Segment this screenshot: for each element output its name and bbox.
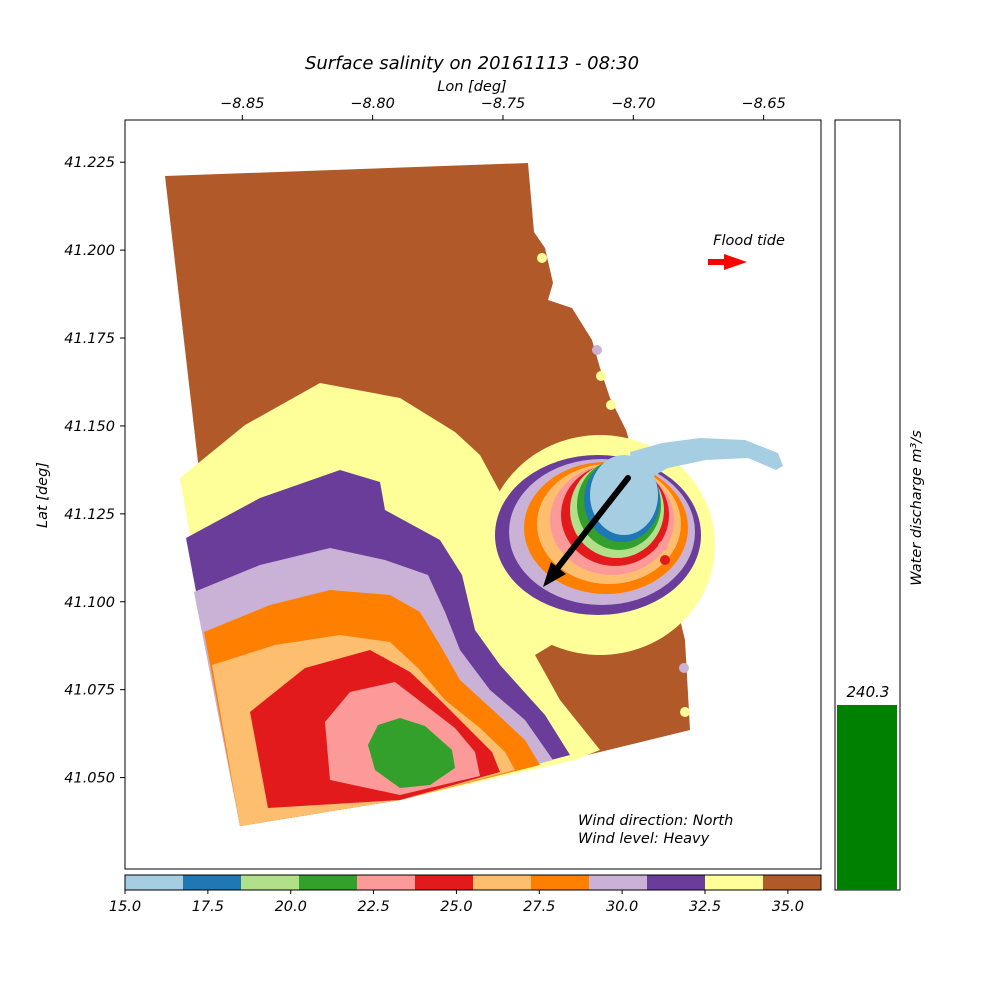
colorbar-segment <box>241 875 300 890</box>
colorbar-segment <box>125 875 184 890</box>
salinity-colorbar <box>125 875 822 890</box>
wind-level-label: Wind level: Heavy <box>578 831 710 847</box>
coast-point <box>658 541 668 551</box>
colorbar-tick-label: 30.0 <box>606 899 638 915</box>
colorbar-segment <box>299 875 358 890</box>
colorbar-segment <box>705 875 764 890</box>
coast-point <box>592 345 602 355</box>
colorbar-segment <box>589 875 648 890</box>
colorbar-segment <box>647 875 706 890</box>
x-tick-label: −8.65 <box>741 96 785 112</box>
colorbar-tick-label: 20.0 <box>275 899 307 915</box>
x-axis-label: Lon [deg] <box>437 79 506 95</box>
x-tick-label: −8.80 <box>350 96 394 112</box>
discharge-axis-label: Water discharge m³/s <box>909 430 925 586</box>
colorbar-segment <box>763 875 822 890</box>
y-tick-label: 41.100 <box>64 595 115 611</box>
colorbar-tick-label: 25.0 <box>440 899 472 915</box>
coast-point <box>537 253 547 263</box>
coast-point <box>606 400 616 410</box>
colorbar-tick-label: 27.5 <box>523 899 555 915</box>
discharge-bar <box>837 704 897 890</box>
colorbar-tick-label: 15.0 <box>109 899 141 915</box>
colorbar-segment <box>415 875 474 890</box>
coast-point <box>679 663 689 673</box>
x-tick-label: −8.75 <box>481 96 525 112</box>
x-axis-ticks: −8.85 −8.80 −8.75 −8.70 −8.65 <box>220 96 786 120</box>
y-tick-label: 41.150 <box>64 419 115 435</box>
y-axis-ticks: 41.225 41.200 41.175 41.150 41.125 41.100 41.0… <box>64 155 125 787</box>
colorbar-segment <box>183 875 242 890</box>
y-axis-label: Lat [deg] <box>35 462 51 528</box>
tide-arrow <box>708 254 747 270</box>
x-tick-label: −8.85 <box>220 96 264 112</box>
wind-arrow-shaft <box>553 475 631 573</box>
coast-point <box>680 707 690 717</box>
salinity-map: Flood tide Wind direction: North Wind le… <box>165 163 785 847</box>
chart-title: Surface salinity on 20161113 - 08:30 <box>305 53 639 74</box>
y-tick-label: 41.050 <box>64 771 115 787</box>
tide-label: Flood tide <box>713 233 785 249</box>
river-channel <box>630 438 783 480</box>
colorbar-segment <box>357 875 416 890</box>
x-tick-label: −8.70 <box>611 96 655 112</box>
wind-direction-label: Wind direction: North <box>578 813 733 829</box>
colorbar-tick-label: 22.5 <box>357 899 389 915</box>
wind-arrow-head <box>543 562 566 587</box>
coast-point <box>660 555 670 565</box>
y-tick-label: 41.125 <box>64 507 115 523</box>
colorbar-segment <box>531 875 590 890</box>
map-frame <box>124 119 822 870</box>
y-tick-label: 41.225 <box>64 155 115 171</box>
colorbar-tick-label: 17.5 <box>192 899 224 915</box>
y-tick-label: 41.075 <box>64 683 115 699</box>
salinity-band-21 <box>368 718 455 788</box>
colorbar-tick-label: 32.5 <box>689 899 721 915</box>
colorbar-segment <box>473 875 532 890</box>
y-tick-label: 41.200 <box>64 243 115 259</box>
colorbar-tick-label: 35.0 <box>772 899 804 915</box>
discharge-value-label: 240.3 <box>847 683 890 701</box>
colorbar-frame <box>124 874 822 891</box>
coast-point <box>596 371 606 381</box>
colorbar-ticks: 15.0 17.5 20.0 22.5 25.0 27.5 30.0 32.5 35.0 <box>109 890 804 915</box>
y-tick-label: 41.175 <box>64 331 115 347</box>
